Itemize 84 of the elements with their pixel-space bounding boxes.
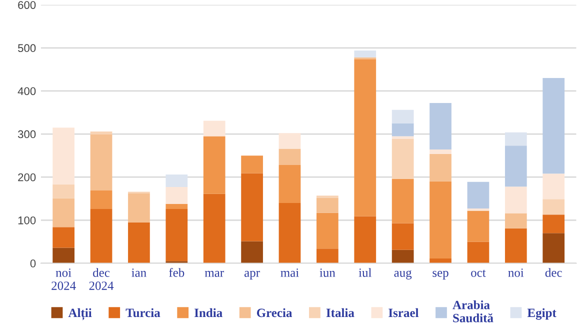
x-tick-label: feb	[169, 268, 184, 277]
x-tick-label: mar	[204, 270, 224, 277]
legend-label: Israel	[388, 308, 419, 318]
legend-label: Turcia	[126, 308, 160, 318]
bar	[542, 233, 565, 264]
x-tick-label: iun	[320, 268, 336, 277]
y-tick-label: 100	[18, 216, 36, 224]
bar	[278, 148, 301, 166]
bar	[316, 198, 338, 213]
bar	[90, 208, 112, 264]
bar	[90, 190, 112, 209]
x-tick-label: sep	[432, 270, 448, 280]
x-tick-label: noi	[508, 268, 524, 277]
x-tick-label: dec 2024	[89, 268, 114, 290]
y-tick-label: 300	[18, 130, 36, 138]
bar	[542, 199, 565, 215]
bar	[203, 136, 226, 194]
bar	[241, 241, 263, 264]
bar	[504, 146, 527, 187]
bar	[166, 208, 188, 262]
x-tick-label: oct	[471, 270, 486, 277]
x-tick-label: mai	[280, 268, 299, 277]
bar	[354, 50, 376, 58]
bar	[52, 227, 74, 248]
bar	[542, 214, 565, 234]
x-tick-label: aug	[394, 270, 412, 280]
bar	[542, 174, 565, 200]
bar	[392, 223, 414, 250]
legend-label: Egipt	[527, 308, 556, 320]
bar	[504, 228, 527, 264]
x-tick-label: noi 2024	[52, 268, 76, 290]
y-tick-label: 500	[18, 44, 36, 52]
bar	[430, 103, 452, 150]
bar	[354, 59, 376, 216]
bar	[504, 213, 527, 228]
bar	[52, 248, 74, 264]
bar	[354, 216, 376, 264]
bar	[278, 202, 301, 264]
y-tick-label: 0	[30, 260, 36, 268]
bar	[392, 250, 414, 264]
bar	[392, 123, 414, 136]
legend-label: India	[194, 308, 222, 318]
bar	[128, 222, 150, 264]
legend-label: Italia	[326, 308, 354, 318]
bar	[52, 198, 74, 228]
legend-label: Grecia	[256, 308, 292, 318]
bar	[52, 184, 74, 198]
bar	[316, 248, 338, 264]
bar	[392, 178, 414, 224]
y-tick-label: 200	[18, 173, 36, 182]
bar	[166, 204, 188, 209]
y-tick-label: 600	[18, 1, 36, 9]
bar	[542, 78, 565, 174]
bar	[316, 212, 338, 249]
bar	[504, 186, 527, 214]
x-tick-label: apr	[244, 270, 260, 280]
x-tick-label: iul	[358, 268, 372, 277]
x-tick-label: dec	[545, 268, 562, 277]
legend-label: Alții	[68, 308, 92, 320]
bar	[278, 165, 301, 203]
bar	[203, 194, 226, 264]
bar	[392, 138, 414, 179]
x-tick-label: ian	[132, 268, 146, 277]
bar	[430, 154, 452, 182]
bar	[90, 134, 112, 190]
bar	[392, 136, 414, 139]
bar	[241, 156, 263, 174]
bar	[128, 193, 150, 222]
bar	[203, 120, 226, 136]
bar	[90, 131, 112, 134]
legend-label: Arabia Saudită	[452, 300, 494, 322]
bar	[467, 210, 490, 242]
bar	[166, 174, 188, 188]
bar	[278, 133, 301, 149]
bar	[392, 110, 414, 124]
bar	[166, 187, 188, 204]
bar	[467, 242, 490, 264]
bar	[430, 150, 452, 154]
bar	[430, 181, 452, 259]
bar	[241, 173, 263, 242]
bar	[467, 182, 490, 209]
bar	[52, 128, 74, 184]
bar	[504, 132, 527, 146]
y-tick-label: 400	[18, 87, 36, 96]
